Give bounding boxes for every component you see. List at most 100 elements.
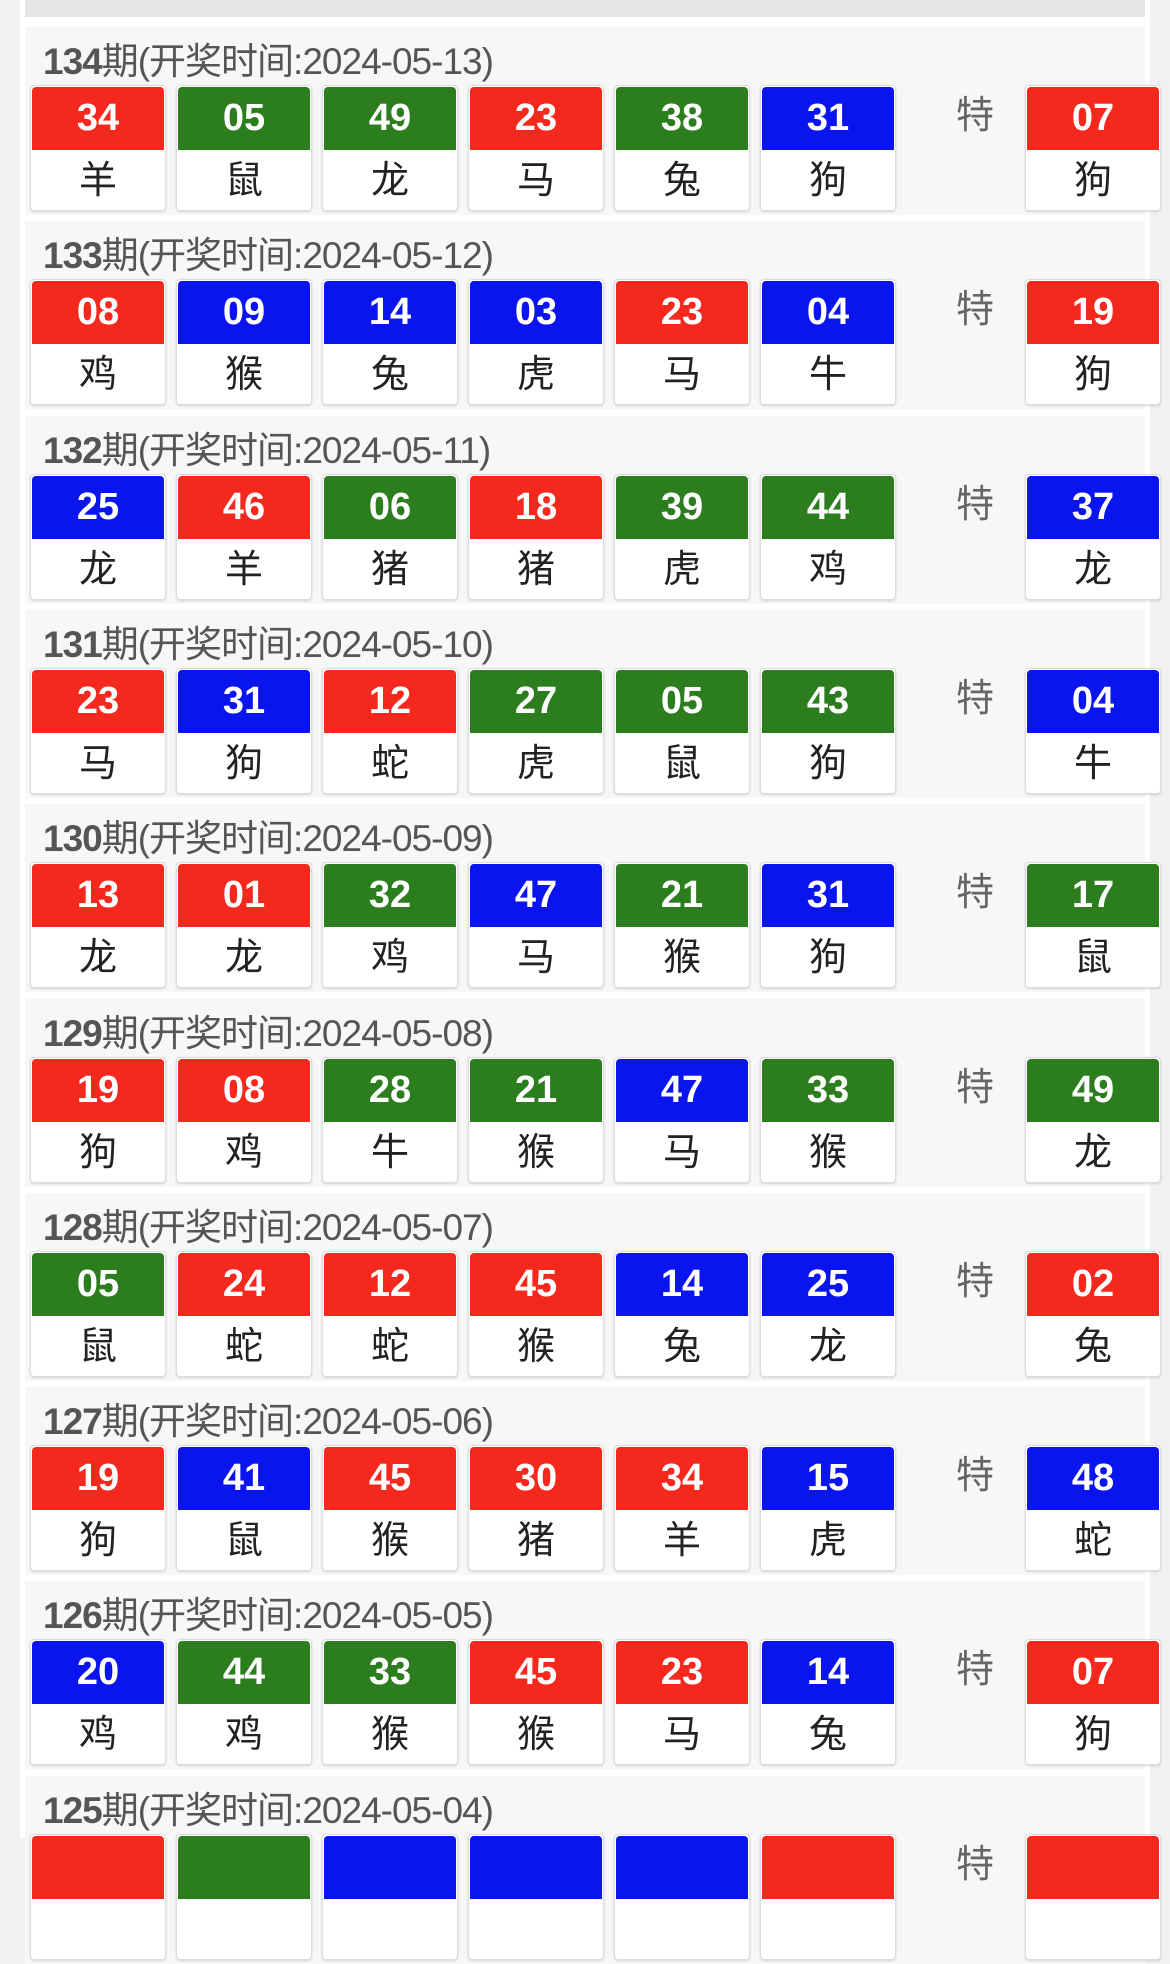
- ball-number: 21: [470, 1058, 602, 1122]
- zodiac-label: 龙: [370, 160, 409, 202]
- ball-number: 34: [32, 87, 164, 150]
- special-ball-cell: 07 狗: [1025, 1639, 1161, 1766]
- zodiac-label: 虎: [808, 1520, 847, 1563]
- ball-number: 05: [178, 87, 310, 150]
- zodiac-label: 牛: [808, 354, 847, 397]
- ball-cell: 34 羊: [30, 85, 166, 211]
- zodiac-label: 鸡: [808, 548, 847, 591]
- ball-cell: 39 虎: [614, 473, 750, 600]
- ball-cell: 31 狗: [760, 862, 896, 989]
- ball-number: 33: [324, 1641, 456, 1705]
- zodiac-label: 鼠: [662, 742, 701, 785]
- ball-number: 14: [324, 281, 456, 345]
- period-number: 134: [43, 41, 103, 82]
- special-label: 特: [955, 483, 994, 526]
- ball-cell: 21 猴: [468, 1056, 604, 1183]
- ball-number: 46: [178, 475, 310, 539]
- ball-number: 25: [32, 475, 164, 539]
- draw-row: 128期(开奖时间:2024-05-07) 05 鼠 24 蛇 12 蛇 45 猴 14 兔 25 龙 特…: [25, 1192, 1161, 1381]
- ball-number: 37: [1027, 475, 1159, 539]
- draw-date: 期(开奖时间:2024-05-12): [101, 235, 494, 277]
- special-label: 特: [955, 289, 994, 332]
- zodiac-label: 鼠: [78, 1325, 117, 1368]
- zodiac-label: 鸡: [370, 937, 409, 980]
- ball-cell: [322, 1833, 458, 1960]
- ball-number: 07: [1027, 1641, 1159, 1705]
- zodiac-label: [469, 1901, 603, 1959]
- ball-cell: 15 虎: [760, 1445, 896, 1572]
- ball-number: 17: [1027, 864, 1159, 928]
- zodiac-label: 猪: [516, 1520, 555, 1563]
- ball-cell: 41 鼠: [176, 1445, 312, 1572]
- ball-cell: 19 狗: [30, 1445, 166, 1572]
- ball-cell: 31 狗: [176, 667, 312, 794]
- zodiac-label: 鸡: [224, 1131, 263, 1174]
- zodiac-label: 羊: [662, 1520, 701, 1563]
- top-bar: [25, 0, 1145, 17]
- zodiac-label: 猴: [516, 1131, 555, 1174]
- draw-date: 期(开奖时间:2024-05-06): [101, 1401, 494, 1443]
- draw-row: 130期(开奖时间:2024-05-09) 13 龙 01 龙 32 鸡 47 马 21 猴 31 狗 特…: [25, 804, 1161, 993]
- draw-date: 期(开奖时间:2024-05-07): [101, 1206, 494, 1248]
- period-number: 130: [43, 818, 103, 860]
- ball-number: 23: [470, 87, 602, 150]
- zodiac-label: 狗: [1073, 160, 1112, 202]
- draw-date: 期(开奖时间:2024-05-10): [101, 623, 494, 665]
- ball-cell: [30, 1833, 166, 1960]
- draw-title: 132期(开奖时间:2024-05-11): [43, 420, 491, 474]
- ball-number: [178, 1835, 310, 1899]
- special-ball-cell: 37 龙: [1025, 473, 1161, 600]
- ball-cell: 43 狗: [760, 667, 896, 794]
- draw-title: 125期(开奖时间:2024-05-04): [43, 1780, 494, 1834]
- ball-cell: 23 马: [614, 279, 750, 406]
- ball-number: 23: [616, 1641, 748, 1705]
- draw-row: 125期(开奖时间:2024-05-04) 特: [25, 1775, 1161, 1964]
- zodiac-label: 狗: [808, 742, 847, 785]
- zodiac-label: 蛇: [370, 742, 409, 785]
- ball-cell: 46 羊: [176, 473, 312, 600]
- ball-cell: 23 马: [30, 667, 166, 794]
- ball-number: 23: [32, 669, 164, 733]
- zodiac-label: 狗: [224, 742, 263, 785]
- zodiac-label: 猴: [370, 1520, 409, 1563]
- ball-cell: 44 鸡: [176, 1639, 312, 1766]
- ball-cell: 38 兔: [614, 85, 750, 211]
- special-label: 特: [955, 1260, 994, 1303]
- ball-number: 31: [178, 669, 310, 733]
- ball-cell: 01 龙: [176, 862, 312, 989]
- ball-number: 08: [32, 281, 164, 345]
- zodiac-label: 鼠: [224, 1520, 263, 1563]
- period-number: 126: [43, 1595, 103, 1637]
- ball-cell: 34 羊: [614, 1445, 750, 1572]
- zodiac-label: 猴: [516, 1714, 555, 1757]
- zodiac-label: 羊: [78, 160, 117, 202]
- zodiac-label: 马: [78, 742, 117, 785]
- ball-number: 21: [616, 864, 748, 928]
- special-ball-cell: 19 狗: [1025, 279, 1161, 406]
- ball-number: 47: [470, 864, 602, 928]
- ball-number: 13: [32, 864, 164, 928]
- ball-number: [32, 1835, 164, 1899]
- ball-number: 03: [470, 281, 602, 345]
- ball-cell: 24 蛇: [176, 1250, 312, 1377]
- ball-cell: 08 鸡: [30, 279, 166, 406]
- ball-cell: 18 猪: [468, 473, 604, 600]
- ball-number: 43: [762, 669, 894, 733]
- ball-number: 06: [324, 475, 456, 539]
- draw-row: 134期(开奖时间:2024-05-13) 34 羊 05 鼠 49 龙 23 马 38 兔 31 狗特…: [25, 27, 1161, 215]
- zodiac-label: 牛: [1073, 742, 1112, 785]
- special-label: 特: [955, 1455, 994, 1498]
- zodiac-label: 鸡: [78, 1714, 117, 1757]
- zodiac-label: 狗: [78, 1131, 117, 1174]
- ball-number: 45: [324, 1447, 456, 1511]
- zodiac-label: 猴: [224, 354, 263, 397]
- ball-number: 07: [1027, 87, 1159, 150]
- zodiac-label: [323, 1901, 457, 1959]
- zodiac-label: 蛇: [370, 1325, 409, 1368]
- ball-number: 47: [616, 1058, 748, 1122]
- ball-cell: 13 龙: [30, 862, 166, 989]
- ball-number: 18: [470, 475, 602, 539]
- zodiac-label: 猴: [808, 1131, 847, 1174]
- ball-cell: 45 猴: [468, 1639, 604, 1766]
- ball-cell: 33 猴: [322, 1639, 458, 1766]
